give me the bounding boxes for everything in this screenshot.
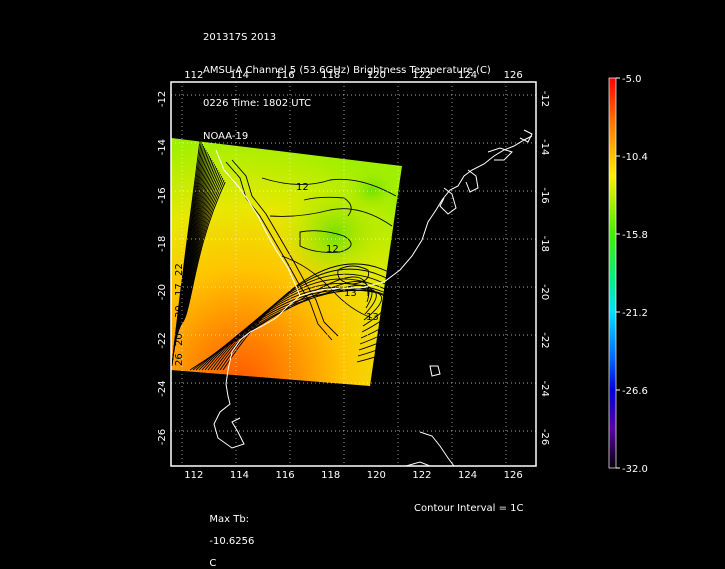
lat-lon-grid xyxy=(171,82,536,466)
contour-label-2: 12 xyxy=(326,244,339,255)
header-storm-id: 201317S 2013 xyxy=(203,32,277,43)
contour-label-5: 20 xyxy=(174,333,185,346)
axis-ticks: 112 112 114 114 116 116 118 118 120 120 122 122 124 1… xyxy=(157,70,550,481)
lat-tick-label-left-1: -14 xyxy=(157,139,168,155)
colorbar-labels: -5.0 -10.4 -15.8 -21.2 -26.6 -32.0 xyxy=(616,74,648,475)
cold-region-2 xyxy=(342,165,402,215)
colorbar-label-1: -10.4 xyxy=(622,152,648,163)
contour-line-3 xyxy=(281,255,373,319)
contour-interval: Contour Interval = 1C xyxy=(414,503,524,514)
swath-layer: 12 12 13 13 20 30 17 22 26 xyxy=(171,82,536,466)
contour-line-south-9 xyxy=(216,273,417,371)
colorbar-label-2: -15.8 xyxy=(622,230,648,241)
contour-line-west-21 xyxy=(176,181,226,325)
lon-tick-label-bottom-3: 118 xyxy=(321,470,340,481)
lat-tick-label-right-5: -22 xyxy=(539,332,550,348)
contour-label-4: 13 xyxy=(366,312,379,323)
contour-labels: 12 12 13 13 20 30 17 22 26 xyxy=(174,182,379,366)
contour-line-south-10 xyxy=(219,268,424,371)
contour-label-3: 13 xyxy=(344,288,357,299)
max-tb-unit: C xyxy=(209,558,217,569)
lon-tick-label-top-4: 120 xyxy=(367,70,386,81)
contour-line-1 xyxy=(299,230,352,253)
contour-line-2 xyxy=(337,265,370,285)
header-time: 0226 Time: 1802 UTC xyxy=(203,98,312,109)
contour-line-south-7 xyxy=(210,282,402,371)
lon-tick-label-bottom-0: 112 xyxy=(184,470,203,481)
colorbar-label-0: -5.0 xyxy=(622,74,642,85)
lat-tick-label-right-0: -12 xyxy=(539,91,550,107)
lat-tick-label-right-1: -14 xyxy=(539,139,550,155)
lon-tick-label-bottom-2: 116 xyxy=(276,470,295,481)
contour-line-south-11 xyxy=(222,263,432,371)
max-tb-value: -10.6256 xyxy=(209,536,255,547)
lon-tick-label-top-0: 112 xyxy=(184,70,203,81)
lat-tick-label-left-7: -26 xyxy=(157,429,168,445)
coastline xyxy=(213,129,533,466)
contour-label-6: 30 xyxy=(174,305,185,318)
lon-tick-label-bottom-5: 122 xyxy=(412,470,431,481)
max-tb-readout: Max Tb: -10.6256 C xyxy=(203,503,254,569)
contour-label-1: 12 xyxy=(296,182,309,193)
lon-tick-label-bottom-4: 120 xyxy=(367,470,386,481)
lon-tick-label-top-1: 114 xyxy=(230,70,249,81)
lat-tick-label-left-4: -20 xyxy=(157,284,168,300)
contour-line-south-8 xyxy=(213,278,409,371)
header-title: AMSU-A Channel 5 (53.6GHz) Brightness Te… xyxy=(203,65,491,76)
lon-tick-label-bottom-1: 114 xyxy=(230,470,249,481)
map-frame xyxy=(170,81,537,467)
colorbar-label-3: -21.2 xyxy=(622,308,648,319)
contour-line-0 xyxy=(261,177,397,197)
contour-line-4 xyxy=(269,208,393,227)
lat-tick-label-right-6: -24 xyxy=(539,381,550,397)
lon-tick-label-top-7: 126 xyxy=(504,70,523,81)
map-canvas: 12 12 13 13 20 30 17 22 26 1121121141141… xyxy=(157,70,648,481)
contour-label-9: 26 xyxy=(174,353,185,366)
lon-tick-label-top-3: 118 xyxy=(321,70,340,81)
lat-tick-label-left-5: -22 xyxy=(157,332,168,348)
lon-tick-label-bottom-6: 124 xyxy=(458,470,477,481)
contour-lines xyxy=(171,139,432,371)
chart-header: 201317S 2013 AMSU-A Channel 5 (53.6GHz) … xyxy=(203,10,491,153)
lat-tick-label-right-3: -18 xyxy=(539,236,550,252)
max-tb-label: Max Tb: xyxy=(209,514,250,525)
contour-label-8: 22 xyxy=(174,263,185,276)
lon-tick-label-top-5: 122 xyxy=(412,70,431,81)
lat-tick-label-right-2: -16 xyxy=(539,187,550,203)
lon-tick-label-top-2: 116 xyxy=(276,70,295,81)
colorbar-label-4: -26.6 xyxy=(622,386,648,397)
contour-line-7 xyxy=(225,161,333,341)
colorbar xyxy=(608,77,617,469)
lat-tick-label-left-0: -12 xyxy=(157,91,168,107)
lon-tick-label-bottom-7: 126 xyxy=(504,470,523,481)
lat-tick-label-left-2: -16 xyxy=(157,187,168,203)
lat-tick-label-right-7: -26 xyxy=(539,429,550,445)
header-satellite: NOAA-19 xyxy=(203,131,249,142)
lat-tick-label-left-6: -24 xyxy=(157,381,168,397)
lat-tick-label-left-3: -18 xyxy=(157,236,168,252)
contour-label-7: 17 xyxy=(174,283,185,296)
lon-tick-label-top-6: 124 xyxy=(458,70,477,81)
lat-tick-label-right-4: -20 xyxy=(539,284,550,300)
colorbar-label-5: -32.0 xyxy=(622,464,648,475)
contour-line-6 xyxy=(231,159,339,337)
